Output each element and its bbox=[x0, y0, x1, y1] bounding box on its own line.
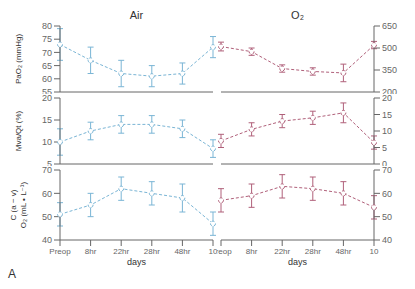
svg-text:65: 65 bbox=[42, 61, 52, 71]
svg-text:650: 650 bbox=[382, 22, 397, 31]
svg-text:15: 15 bbox=[42, 115, 52, 125]
svg-text:60: 60 bbox=[42, 74, 52, 84]
svg-text:70: 70 bbox=[382, 166, 392, 175]
svg-text:75: 75 bbox=[42, 34, 52, 44]
svg-text:70: 70 bbox=[42, 166, 52, 175]
html-text:Ṃva/Qt (%): Ṃva/Qt (%) bbox=[14, 110, 23, 152]
svg-text:5: 5 bbox=[47, 159, 52, 166]
svg-text:22hr: 22hr bbox=[274, 247, 290, 256]
svg-text:28hr: 28hr bbox=[144, 247, 160, 256]
svg-text:350: 350 bbox=[382, 65, 397, 75]
html-text:C (a − v) O₂ (mL • L⁻¹): C (a − v) O₂ (mL • L⁻¹) bbox=[9, 181, 28, 229]
html-text:days: days bbox=[127, 257, 146, 267]
svg-text:48hr: 48hr bbox=[335, 247, 351, 256]
svg-text:55: 55 bbox=[42, 87, 52, 94]
html-text:PaO₂ (mmHg): PaO₂ (mmHg) bbox=[14, 33, 23, 85]
svg-text:500: 500 bbox=[382, 43, 397, 53]
svg-text:8hr: 8hr bbox=[246, 247, 258, 256]
svg-text:8hr: 8hr bbox=[85, 247, 97, 256]
svg-text:22hr: 22hr bbox=[113, 247, 129, 256]
html-text:days: days bbox=[288, 257, 307, 267]
svg-text:20: 20 bbox=[382, 94, 392, 103]
svg-text:60: 60 bbox=[42, 189, 52, 199]
svg-text:50: 50 bbox=[382, 212, 392, 222]
svg-text:Preop: Preop bbox=[49, 247, 71, 256]
html-text:O₂: O₂ bbox=[291, 9, 304, 21]
svg-text:60: 60 bbox=[382, 189, 392, 199]
svg-text:10: 10 bbox=[382, 126, 392, 136]
svg-text:5: 5 bbox=[382, 143, 387, 153]
svg-text:48hr: 48hr bbox=[174, 247, 190, 256]
html-text:A: A bbox=[8, 267, 16, 281]
svg-text:15: 15 bbox=[382, 110, 392, 120]
html-text:Air: Air bbox=[129, 9, 144, 21]
svg-text:Preop: Preop bbox=[217, 247, 232, 256]
svg-text:200: 200 bbox=[382, 87, 397, 94]
svg-text:20: 20 bbox=[42, 94, 52, 103]
svg-text:10: 10 bbox=[370, 247, 379, 256]
svg-text:80: 80 bbox=[42, 22, 52, 31]
svg-text:40: 40 bbox=[382, 235, 392, 245]
svg-text:10: 10 bbox=[209, 247, 217, 256]
svg-text:10: 10 bbox=[42, 137, 52, 147]
svg-text:70: 70 bbox=[42, 48, 52, 58]
svg-text:0: 0 bbox=[382, 159, 387, 166]
svg-text:28hr: 28hr bbox=[305, 247, 321, 256]
svg-text:40: 40 bbox=[42, 235, 52, 245]
svg-text:50: 50 bbox=[42, 212, 52, 222]
